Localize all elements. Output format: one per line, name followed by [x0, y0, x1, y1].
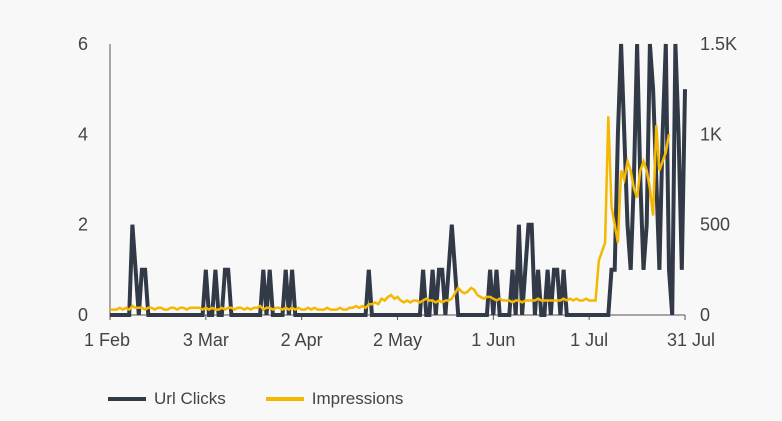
left-axis-ticks: 0 2 4 6 — [78, 34, 88, 325]
left-tick-label: 2 — [78, 215, 88, 235]
series-line-url-clicks — [110, 43, 687, 317]
series-lines — [110, 43, 687, 317]
series-line-impressions — [110, 116, 671, 312]
right-tick-label: 500 — [700, 215, 730, 235]
left-tick-label: 4 — [78, 124, 88, 144]
left-tick-label: 6 — [78, 34, 88, 54]
legend-swatch-url-clicks — [108, 397, 146, 401]
right-tick-label: 1.5K — [700, 34, 737, 54]
right-axis-ticks: 0 500 1K 1.5K — [700, 34, 737, 325]
legend-swatch-impressions — [265, 397, 304, 401]
right-tick-label: 1K — [700, 124, 722, 144]
x-tick-label: 1 Feb — [84, 330, 130, 350]
left-tick-label: 0 — [78, 305, 88, 325]
x-tick-label: 2 Apr — [281, 330, 323, 350]
legend-label-impressions: Impressions — [311, 389, 404, 408]
legend-item-impressions[interactable]: Impressions — [265, 389, 404, 409]
x-tick-label: 1 Jul — [570, 330, 608, 350]
x-tick-label: 1 Jun — [471, 330, 515, 350]
x-tick-label: 2 May — [373, 330, 422, 350]
legend-item-url-clicks[interactable]: Url Clicks — [108, 389, 226, 409]
legend-label-url-clicks: Url Clicks — [154, 389, 226, 408]
right-tick-label: 0 — [700, 305, 710, 325]
chart-legend: Url Clicks Impressions — [108, 389, 403, 409]
x-tick-label: 31 Jul — [667, 330, 715, 350]
x-tick-label: 3 Mar — [183, 330, 229, 350]
x-axis-ticks: 1 Feb 3 Mar 2 Apr 2 May 1 Jun 1 Jul 31 Jul — [84, 315, 715, 350]
